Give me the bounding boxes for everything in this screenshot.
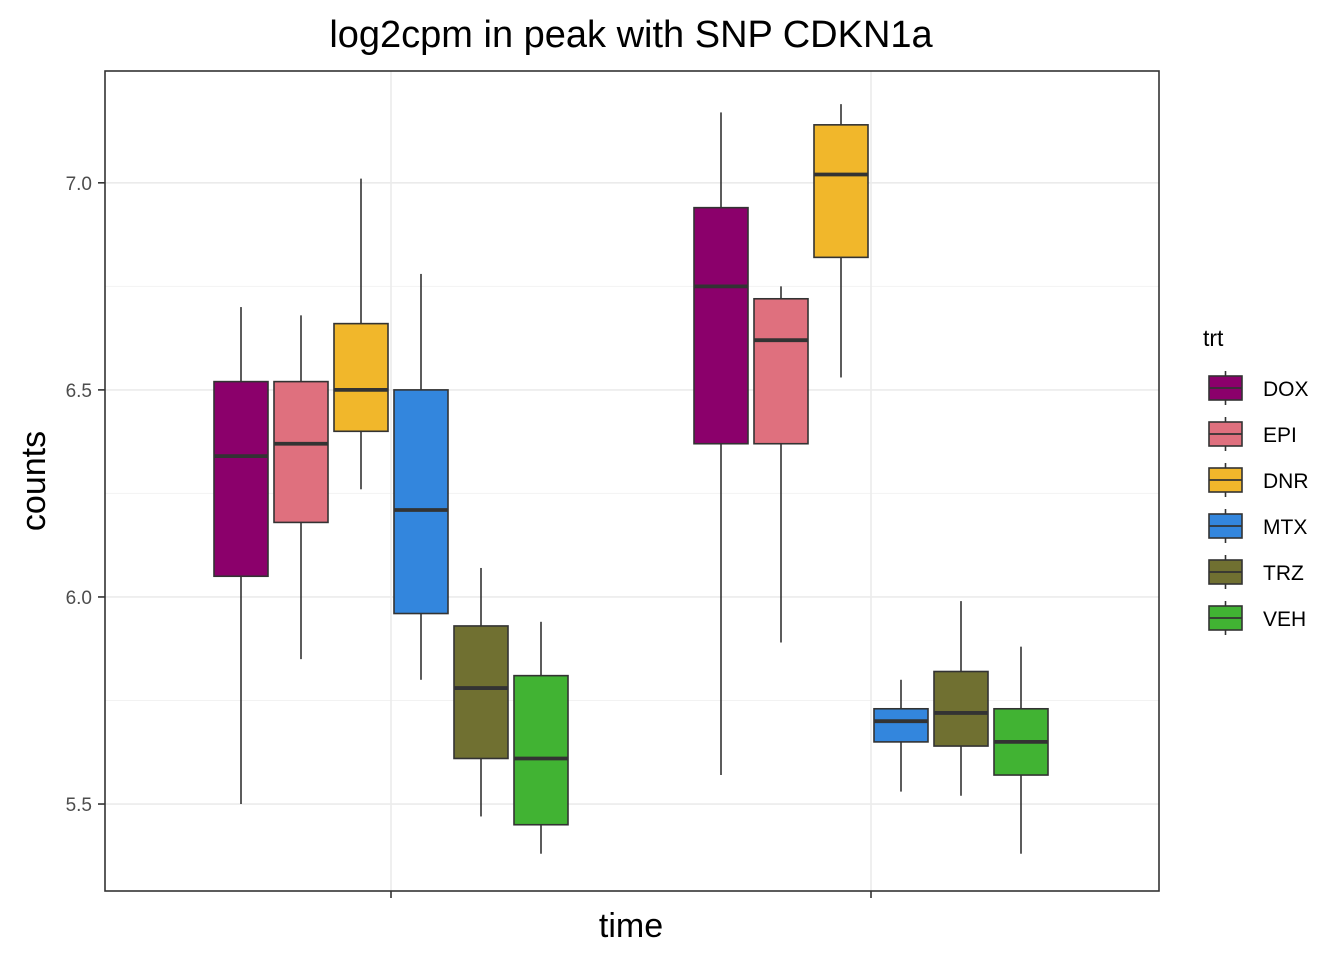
legend-label: TRZ [1263,562,1304,585]
legend-item-dnr: DNR [1208,463,1309,497]
legend-item-dox: DOX [1208,371,1309,405]
panel-border [104,70,1160,892]
box-body [273,380,329,524]
x-axis-title: time [599,907,663,945]
legend: trt DOX EPI DNR MTX TRZ VEH [1203,325,1309,635]
legend-label: EPI [1263,424,1297,447]
box-epi [273,315,329,660]
legend-item-veh: VEH [1208,601,1306,635]
y-tick-label: 6.5 [66,381,92,402]
y-tick-label: 6.0 [66,588,92,609]
box-dnr [813,104,869,378]
box-mtx [393,273,449,680]
box-veh [993,646,1049,854]
box-body [933,670,989,747]
y-tick-label: 5.5 [66,795,92,816]
box-trz [933,601,989,796]
legend-item-epi: EPI [1208,417,1297,451]
box-body [393,389,449,615]
box-body [873,707,929,743]
legend-label: MTX [1263,516,1307,539]
box-body [513,674,569,826]
legend-item-trz: TRZ [1208,555,1304,589]
legend-item-mtx: MTX [1208,509,1307,543]
y-tick-label: 7.0 [66,174,92,195]
box-body [213,380,269,578]
box-dnr [333,178,389,490]
plot-panel: 5.5 6.0 6.5 7.0 [66,70,1160,898]
box-body [753,297,809,445]
chart-title: log2cpm in peak with SNP CDKN1a [329,14,933,56]
box-body [693,206,749,445]
box-veh [513,621,569,854]
box-body [813,124,869,259]
box-trz [453,567,509,817]
legend-title: trt [1203,325,1224,351]
box-epi [753,286,809,643]
box-mtx [873,679,929,792]
box-body [333,322,389,433]
box-dox [693,112,749,776]
legend-label: DNR [1263,470,1309,493]
legend-label: VEH [1263,608,1306,631]
box-dox [213,307,269,805]
legend-label: DOX [1263,378,1309,401]
y-axis-title: counts [15,431,53,531]
box-body [453,625,509,760]
